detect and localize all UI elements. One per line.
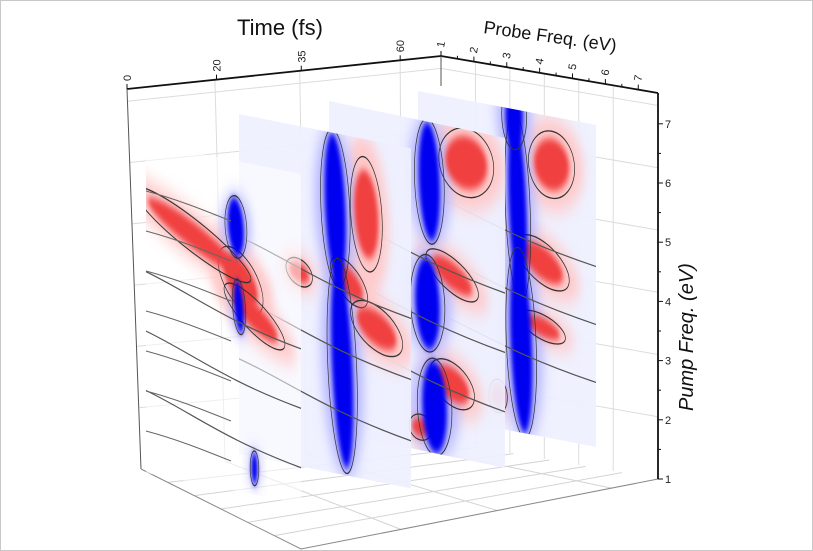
contour-line — [326, 257, 358, 475]
contour-line — [145, 230, 232, 262]
contour-line — [145, 310, 232, 342]
pump-tick-label: 1 — [665, 474, 671, 486]
left-edge — [126, 88, 142, 470]
pump-tick-label: 5 — [665, 237, 671, 249]
positive-peak — [525, 314, 561, 341]
pump-tick-label: 2 — [665, 415, 671, 427]
probe-tick-label: 2 — [468, 46, 481, 54]
contour-line — [145, 430, 232, 462]
positive-peak — [431, 254, 473, 296]
pump-tick-label: 3 — [665, 356, 671, 368]
floor-edge — [140, 468, 659, 550]
positive-peak — [522, 241, 564, 285]
negative-peak — [233, 280, 245, 334]
axes: 0 20 35 60 1 2 3 4 5 6 7 1 2 3 4 5 6 7 — [122, 40, 671, 486]
contour-line — [145, 270, 232, 302]
contour-line — [145, 390, 232, 422]
negative-peak — [324, 132, 347, 284]
contour-line — [145, 190, 232, 222]
contour-line — [231, 278, 247, 336]
time-tick-label: 20 — [211, 59, 223, 71]
negative-peak — [415, 256, 440, 350]
probe-tick-label: 7 — [632, 74, 645, 82]
time-axis-title: Time (fs) — [237, 15, 323, 40]
positive-peak — [147, 198, 238, 272]
contour-line — [146, 389, 301, 469]
probe-tick-label: 6 — [600, 68, 613, 76]
positive-peak — [356, 306, 397, 351]
positive-peak — [445, 136, 488, 190]
slice-content — [146, 168, 301, 487]
grid-line — [220, 459, 550, 510]
negative-peak — [227, 197, 244, 257]
negative-peak — [422, 360, 448, 454]
contour-line — [146, 330, 301, 409]
probe-tick-label: 3 — [501, 52, 514, 60]
pump-axis-title: Pump Freq. (eV) — [676, 263, 698, 411]
contour-line — [350, 299, 404, 358]
probe-tick-label: 4 — [534, 57, 547, 65]
negative-peak — [418, 121, 441, 242]
grid-line — [274, 472, 622, 537]
slices — [145, 91, 596, 504]
contour-line — [224, 195, 248, 259]
positive-peak — [533, 138, 570, 191]
contour-line — [501, 91, 527, 151]
probe-tick-label: 5 — [567, 63, 580, 71]
negative-peak — [330, 263, 354, 469]
time-tick-label: 0 — [122, 75, 134, 81]
contour-line — [528, 130, 575, 200]
axis-box — [126, 55, 659, 550]
pump-tick-label: 4 — [665, 296, 671, 308]
contour-line — [249, 450, 260, 487]
grid-line — [247, 465, 586, 523]
probe-axis-title: Probe Freq. (eV) — [482, 17, 618, 55]
time-tick-label: 35 — [296, 50, 308, 62]
pump-tick-label: 6 — [665, 178, 671, 190]
contour-line — [223, 282, 286, 351]
contour-line — [146, 271, 301, 350]
probe-tick-label: 1 — [435, 40, 448, 48]
positive-peak — [353, 169, 379, 259]
pump-tick-label: 7 — [665, 119, 671, 131]
contour-line — [146, 186, 252, 284]
negative-peak — [510, 251, 533, 434]
contour-line — [145, 350, 232, 382]
slice-content — [329, 114, 505, 459]
slice-1 — [146, 143, 301, 504]
time-tick-label: 60 — [395, 40, 407, 52]
contour-line — [349, 155, 383, 273]
negative-peak — [251, 451, 258, 485]
